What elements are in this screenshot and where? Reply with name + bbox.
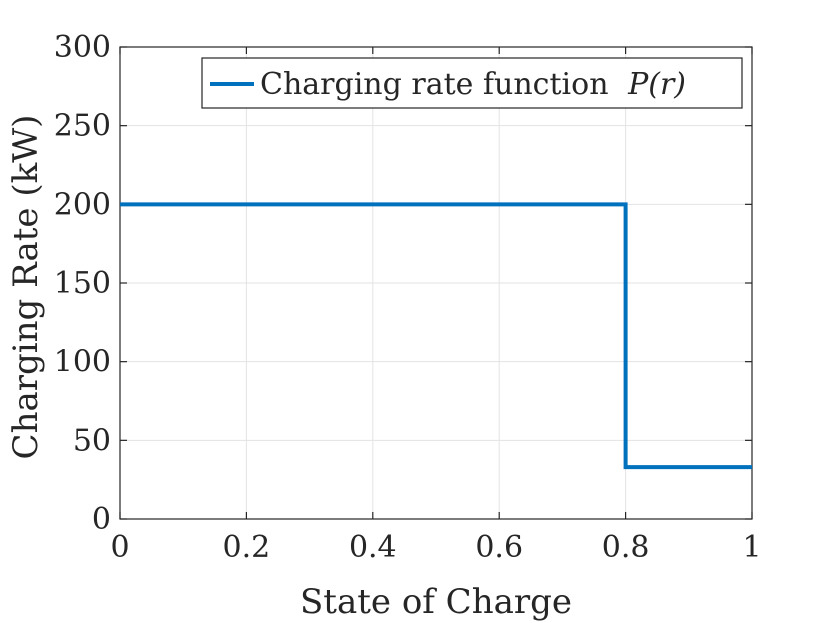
- legend-label: Charging rate function P(r): [260, 67, 686, 102]
- y-tick-label: 250: [54, 109, 111, 144]
- y-tick-label: 100: [54, 345, 111, 380]
- legend: Charging rate function P(r): [201, 57, 743, 109]
- grid: [119, 46, 753, 520]
- x-axis-label: State of Charge: [300, 582, 572, 622]
- y-tick-label: 150: [54, 266, 111, 301]
- x-tick-label: 0.8: [602, 530, 650, 565]
- x-tick-label: 1: [742, 530, 761, 565]
- x-tick-label: 0: [110, 530, 129, 565]
- legend-box: [201, 57, 743, 109]
- series: [120, 202, 752, 470]
- x-tick-label: 0.6: [475, 530, 523, 565]
- x-tick-label: 0.4: [349, 530, 397, 565]
- y-tick-label: 50: [73, 423, 111, 458]
- series-line-0: [120, 202, 752, 470]
- y-axis-label: Charging Rate (kW): [6, 115, 46, 460]
- legend-series-math: P(r): [627, 67, 686, 102]
- y-tick-label: 0: [92, 502, 111, 537]
- y-tick-label: 300: [54, 30, 111, 65]
- x-tick-label: 0.2: [223, 530, 271, 565]
- y-tick-label: 200: [54, 187, 111, 222]
- legend-series-name: Charging rate function: [260, 67, 609, 102]
- ticks: 0 0.2 0.4 0.6 0.8 1 0 50 100 150 200 250 300: [54, 30, 762, 565]
